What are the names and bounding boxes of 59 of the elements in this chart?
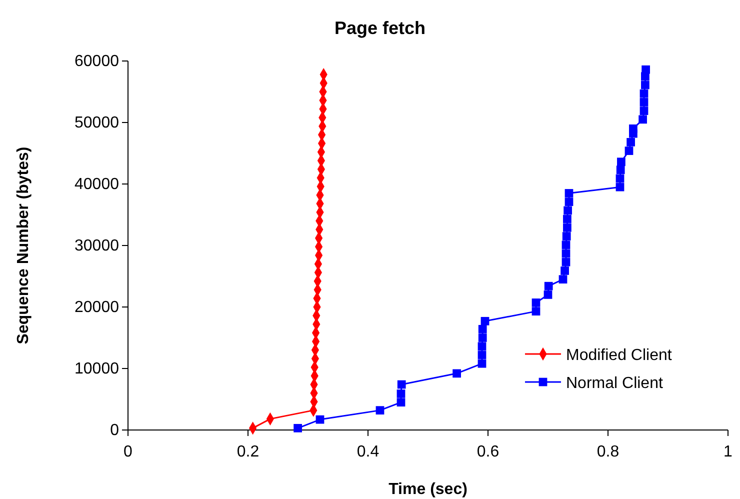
y-tick-label: 40000: [74, 176, 120, 194]
point: [640, 106, 648, 115]
x-tick-label: 0.8: [596, 444, 620, 461]
point: [563, 223, 572, 232]
point: [624, 146, 634, 155]
point: [397, 380, 406, 389]
point: [564, 206, 572, 215]
x-tick-label: 0.2: [236, 444, 260, 461]
point: [616, 166, 625, 174]
point: [544, 290, 552, 299]
point: [640, 98, 648, 106]
point: [562, 240, 570, 250]
point: [316, 415, 324, 424]
point: [629, 124, 638, 133]
point: [478, 359, 486, 368]
y-tick-label: 10000: [74, 360, 120, 378]
x-axis-title: Time (sec): [388, 481, 468, 498]
point: [560, 266, 569, 275]
chart-title: Page fetch: [334, 18, 426, 38]
point: [616, 174, 624, 183]
point: [641, 80, 650, 90]
x-tick-label: 0: [124, 444, 133, 461]
point: [544, 282, 553, 290]
point: [562, 258, 570, 266]
point: [294, 424, 302, 432]
point: [396, 390, 406, 398]
point: [562, 232, 571, 240]
y-tick-label: 0: [110, 422, 120, 440]
point: [558, 275, 568, 284]
point: [640, 89, 648, 98]
point: [376, 406, 384, 415]
x-tick-label: 0.4: [356, 444, 380, 461]
point: [564, 198, 574, 206]
point: [638, 115, 647, 124]
point: [563, 214, 572, 224]
point: [478, 350, 486, 360]
point: [564, 189, 574, 198]
point: [478, 342, 486, 351]
point: [480, 316, 490, 326]
y-tick-label: 50000: [74, 114, 120, 132]
point: [452, 369, 461, 378]
x-tick-label: 1: [724, 444, 733, 461]
point: [532, 298, 540, 307]
point: [562, 249, 570, 258]
x-tick-label: 0.6: [476, 444, 500, 461]
point: [478, 324, 487, 334]
point: [617, 158, 626, 166]
legend-label: Modified Client: [566, 347, 672, 364]
y-tick-label: 30000: [74, 238, 120, 255]
y-axis-title: Sequence Number (bytes): [15, 146, 32, 344]
point: [616, 182, 624, 192]
point: [532, 307, 540, 316]
y-tick-label: 20000: [74, 299, 120, 316]
legend-label: Normal Client: [566, 375, 664, 392]
point: [478, 334, 487, 342]
y-tick-label: 60000: [74, 53, 120, 70]
point: [396, 398, 406, 407]
point: [642, 65, 650, 74]
point: [626, 138, 635, 146]
